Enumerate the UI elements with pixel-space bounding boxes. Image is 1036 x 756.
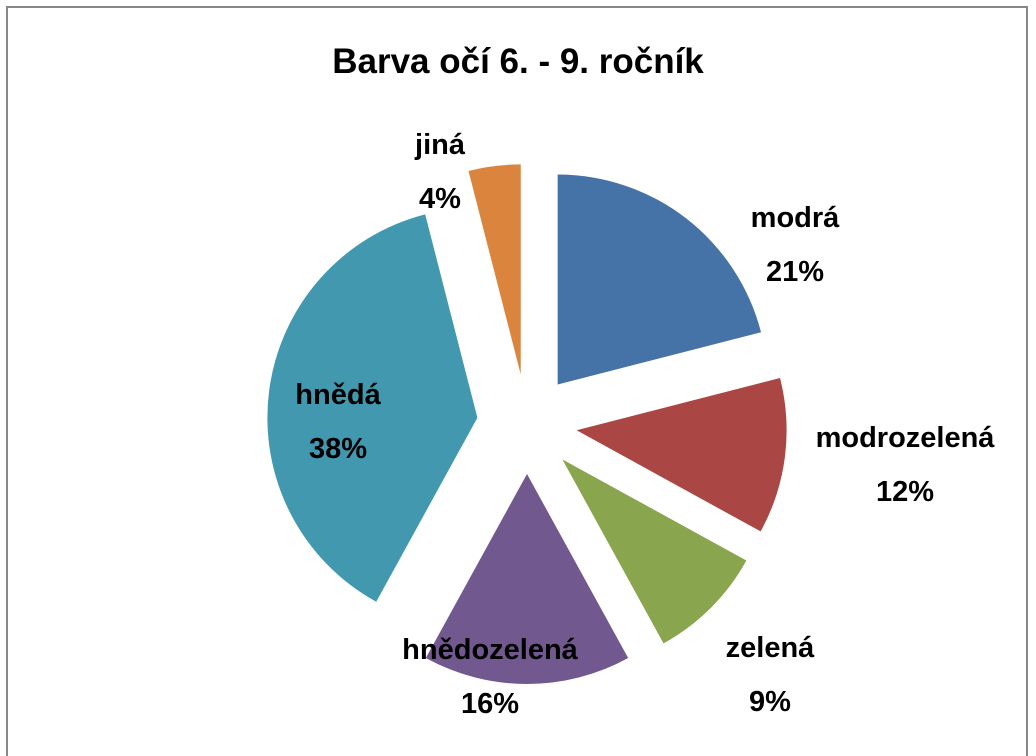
category-label: zelená — [725, 632, 815, 664]
percent-label: 21% — [765, 256, 825, 288]
slice-label: hnědozelená 16% — [393, 623, 588, 731]
category-label: hnědozelená — [402, 634, 578, 666]
percent-label: 12% — [875, 476, 935, 508]
slice-label: modrá 21% — [725, 191, 865, 299]
category-label: modrá — [750, 202, 840, 234]
category-label: hnědá — [295, 379, 381, 411]
category-label: jiná — [415, 129, 465, 161]
pie-slice — [562, 459, 747, 644]
pie-slice — [468, 164, 521, 375]
chart-border — [6, 6, 1028, 756]
percent-label: 9% — [749, 686, 791, 718]
slice-label: zelená 9% — [700, 621, 840, 729]
category-label: modrozelená — [815, 422, 995, 454]
chart-title: Barva očí 6. - 9. ročník — [332, 42, 704, 81]
percent-label: 4% — [419, 183, 461, 215]
pie-slice — [576, 378, 787, 532]
percent-label: 16% — [460, 688, 520, 720]
slice-label: modrozelená 12% — [810, 411, 1000, 519]
slice-label: hnědá 38% — [268, 368, 408, 476]
percent-label: 38% — [308, 433, 368, 465]
pie-slice — [557, 174, 762, 385]
pie-slice — [425, 474, 629, 684]
pie-slice — [267, 214, 478, 602]
slice-label: jiná 4% — [390, 118, 490, 226]
